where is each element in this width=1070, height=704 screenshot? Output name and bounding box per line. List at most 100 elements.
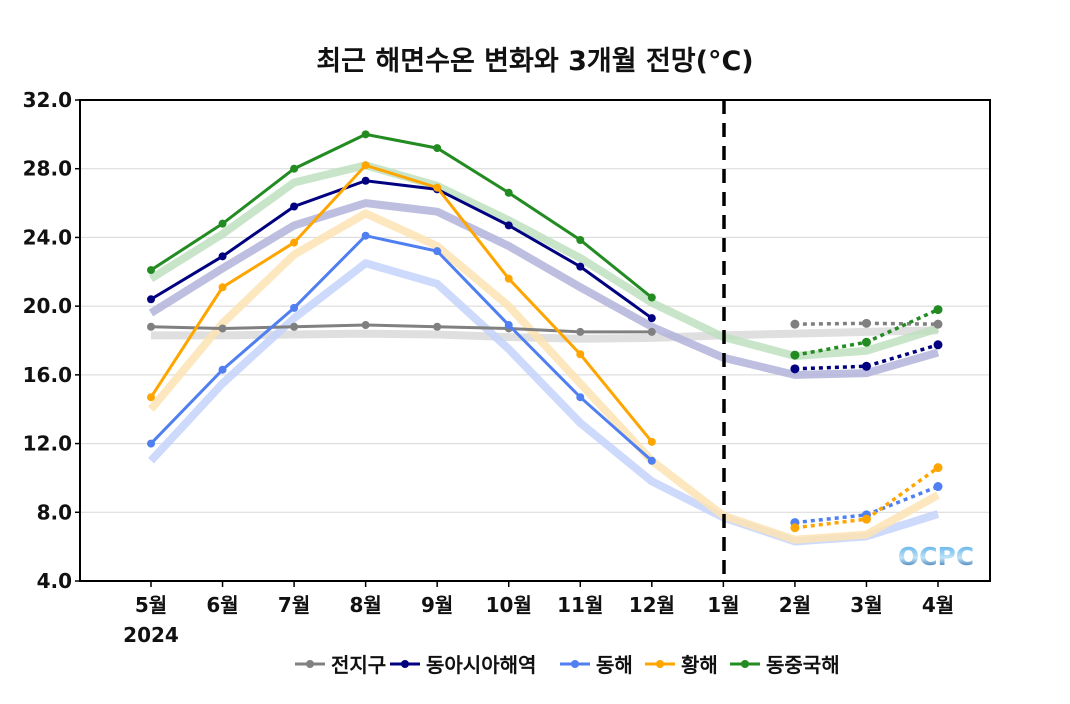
legend-marker: [306, 660, 314, 668]
observed-point: [647, 437, 656, 446]
observed-point: [647, 327, 656, 336]
forecast-point: [861, 318, 871, 328]
x-tick-label: 7월: [278, 593, 310, 617]
observed-point: [433, 144, 442, 153]
forecast-point: [861, 337, 871, 347]
x-tick-label: 5월: [135, 593, 167, 617]
observed-line: [150, 179, 653, 320]
x-tick-label: 4월: [922, 593, 954, 617]
observed-point: [147, 439, 155, 448]
observed-line: [150, 323, 652, 334]
x-tick-label: 6월: [206, 593, 238, 617]
observed-point: [647, 456, 656, 465]
x-tick-label: 10월: [486, 593, 532, 617]
legend: 전지구 동아시아해역 동해 황해 동중국해: [295, 653, 840, 677]
observed-point: [147, 322, 155, 331]
forecast-point: [790, 350, 800, 360]
legend-label: 전지구: [331, 653, 386, 677]
observed-point: [361, 321, 370, 330]
observed-point: [218, 252, 227, 261]
observed-point: [504, 321, 513, 330]
legend-label: 동중국해: [766, 653, 840, 677]
y-tick-label: 20.0: [23, 294, 72, 318]
observed-line: [149, 163, 653, 443]
observed-point: [290, 303, 299, 312]
forecast-point: [933, 305, 943, 315]
climatology-band: [148, 199, 940, 379]
forecast-line: [794, 484, 939, 525]
y-tick-label: 24.0: [23, 225, 72, 249]
observed-point: [290, 164, 299, 173]
forecast-line: [794, 343, 939, 371]
observed-point: [576, 327, 585, 336]
observed-point: [290, 322, 299, 331]
observed-point: [647, 293, 656, 302]
chart-title: 최근 해면수온 변화와 3개월 전망(°C): [316, 46, 753, 77]
forecast-point: [933, 482, 943, 492]
observed-point: [361, 231, 370, 240]
observed-point: [576, 262, 585, 271]
forecast-point: [861, 361, 871, 371]
y-tick-label: 16.0: [23, 363, 72, 387]
series-lines: [147, 130, 943, 533]
x-tick-label: 11월: [557, 593, 603, 617]
observed-point: [218, 324, 227, 333]
legend-marker: [656, 660, 664, 668]
observed-point: [433, 247, 442, 256]
forecast-point: [933, 319, 943, 329]
observed-point: [147, 295, 155, 304]
y-axis: 4.0 8.0 12.0 16.0 20.0 24.0 28.0 32.0: [23, 88, 80, 593]
observed-point: [433, 322, 442, 331]
y-tick-label: 32.0: [23, 88, 72, 112]
observed-line: [149, 234, 653, 462]
y-tick-label: 28.0: [23, 157, 72, 181]
forecast-point: [790, 364, 800, 374]
forecast-point: [933, 463, 943, 473]
observed-point: [361, 176, 370, 185]
observed-point: [218, 365, 227, 374]
x-tick-label: 1월: [707, 593, 739, 617]
forecast-point: [790, 319, 800, 329]
legend-item: 동중국해: [730, 653, 840, 677]
observed-point: [576, 350, 585, 359]
observed-point: [361, 130, 370, 139]
y-tick-label: 8.0: [37, 500, 72, 524]
observed-point: [576, 236, 585, 245]
forecast-point: [790, 523, 800, 533]
x-tick-label: 12월: [629, 593, 675, 617]
y-tick-label: 4.0: [37, 569, 72, 593]
legend-marker: [401, 660, 409, 668]
forecast-point: [861, 514, 871, 524]
y-tick-label: 12.0: [23, 432, 72, 456]
x-tick-label: 3월: [850, 593, 882, 617]
observed-point: [576, 393, 585, 402]
climatology-band: [151, 326, 939, 343]
observed-point: [504, 188, 513, 197]
climatology-bands: [147, 161, 940, 546]
ocpc-logo: OCPC: [898, 542, 974, 571]
observed-point: [218, 283, 227, 292]
legend-marker: [571, 660, 579, 668]
observed-point: [147, 266, 155, 275]
observed-point: [290, 202, 299, 211]
legend-item: 전지구: [295, 653, 386, 677]
x-axis: 5월 6월 7월 8월 9월 10월 11월 12월 1월 2월 3월 4월: [135, 581, 954, 617]
legend-item: 동해: [560, 653, 633, 677]
legend-label: 황해: [681, 653, 718, 677]
legend-marker: [741, 660, 749, 668]
observed-point: [647, 314, 656, 323]
x-tick-label: 9월: [421, 593, 453, 617]
climatology-band: [148, 259, 940, 546]
year-label: 2024: [123, 623, 179, 647]
plot-frame: [79, 99, 991, 582]
legend-item: 동아시아해역: [390, 653, 536, 677]
legend-item: 황해: [645, 653, 718, 677]
observed-point: [218, 219, 227, 228]
x-tick-label: 2월: [779, 593, 811, 617]
observed-point: [504, 221, 513, 230]
observed-point: [504, 274, 513, 283]
x-tick-label: 8월: [349, 593, 381, 617]
forecast-point: [933, 340, 943, 350]
observed-point: [361, 161, 370, 170]
